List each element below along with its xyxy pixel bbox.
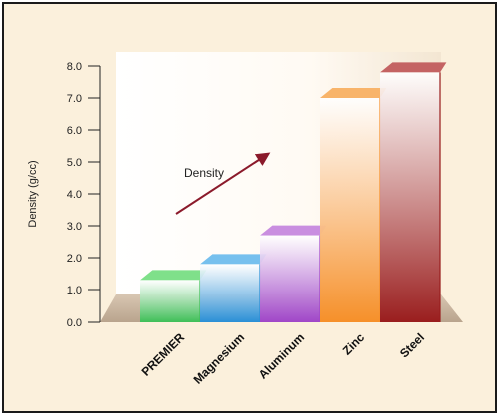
bar-steel	[380, 62, 447, 323]
y-tick-label: 2.0	[67, 253, 82, 265]
y-tick-label: 0.0	[67, 317, 82, 329]
chart-frame: 0.0 1.0 2.0 3.0 4.0 5.0 6.0 7.0 8.0 Density (g/c…	[2, 2, 497, 413]
category-label-aluminum: Aluminum	[256, 330, 307, 381]
bar-front-face	[380, 72, 440, 323]
bar-front-face	[200, 264, 260, 322]
density-annotation-label: Density	[184, 166, 224, 180]
category-labels: PREMIER Magnesium Aluminum Zinc Steel	[139, 330, 428, 387]
bar-top-face	[380, 62, 447, 73]
density-trend-arrow	[175, 152, 271, 215]
bars	[140, 62, 447, 323]
y-tick-label: 7.0	[67, 93, 82, 105]
bar-aluminum	[260, 225, 327, 322]
bar-front-face	[140, 280, 200, 322]
bar-premier	[140, 270, 207, 322]
y-tick-label: 1.0	[67, 285, 82, 297]
bar-top-face	[260, 225, 327, 236]
bar-top-face	[140, 270, 207, 281]
bar-top-face	[200, 254, 267, 265]
bar-top-face	[320, 88, 387, 98]
y-tick-label: 4.0	[67, 189, 82, 201]
y-axis-title: Density (g/cc)	[27, 160, 39, 227]
y-tick-label: 6.0	[67, 125, 82, 137]
bar-magnesium	[200, 254, 267, 322]
category-label-steel: Steel	[397, 330, 427, 360]
density-bar-chart: 0.0 1.0 2.0 3.0 4.0 5.0 6.0 7.0 8.0 Density (g/c…	[27, 52, 463, 387]
bar-front-face	[260, 235, 320, 322]
y-tick-label: 3.0	[67, 221, 82, 233]
y-tick-label: 8.0	[67, 61, 82, 73]
category-label-magnesium: Magnesium	[191, 330, 248, 387]
bar-front-face	[320, 98, 380, 322]
category-label-zinc: Zinc	[340, 330, 368, 358]
bar-zinc	[320, 88, 387, 322]
y-axis-ticks: 0.0 1.0 2.0 3.0 4.0 5.0 6.0 7.0 8.0	[67, 61, 100, 329]
y-tick-label: 5.0	[67, 157, 82, 169]
category-label-premier: PREMIER	[139, 330, 188, 379]
